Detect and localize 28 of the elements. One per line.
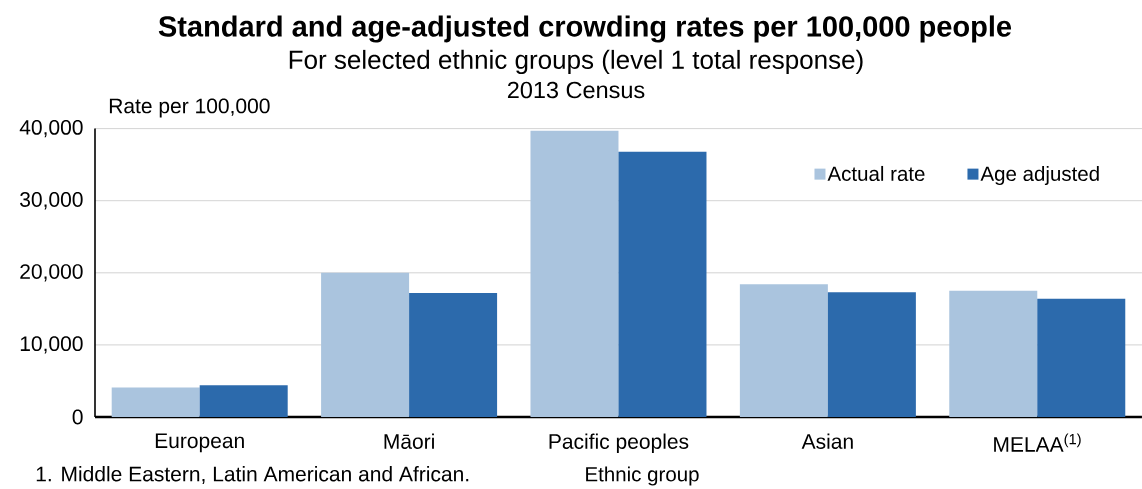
bar: [199, 385, 288, 417]
bar: [739, 284, 828, 417]
bar: [409, 292, 498, 417]
y-axis-title: Rate per 100,000: [109, 98, 270, 118]
chart-title: Standard and age-adjusted crowding rates per 100,000 people: [158, 15, 1012, 43]
x-tick-label: Asian: [801, 433, 853, 449]
chart-subtitle: For selected ethnic groups (level 1 total response): [289, 49, 863, 75]
y-tick-label: 0: [72, 409, 83, 425]
legend-label: Age adjusted: [980, 165, 1099, 186]
text: 1. Middle Eastern, Latin American and African.: [36, 466, 469, 484]
bar: [618, 151, 707, 417]
legend-label: Actual rate: [827, 165, 925, 182]
x-tick-label: MELAA$^{(1)}$: [994, 433, 1081, 452]
y-tick-label: 30,000: [20, 192, 83, 210]
text: 2013 Census: [507, 81, 645, 99]
x-tick-label: Māori: [384, 433, 434, 449]
y-tick-label: 20,000: [20, 264, 83, 282]
bar: [949, 290, 1038, 417]
x-tick-label: European: [155, 433, 244, 453]
bar: [530, 130, 619, 417]
y-tick-label: 10,000: [20, 336, 83, 354]
bar: [111, 387, 200, 417]
bar: [1037, 298, 1126, 417]
x-axis-title: Ethnic group: [586, 466, 699, 486]
x-tick-label: Pacific peoples: [549, 433, 689, 454]
y-tick-label: 40,000: [19, 119, 83, 138]
bar: [827, 292, 916, 417]
bar: [321, 272, 410, 417]
